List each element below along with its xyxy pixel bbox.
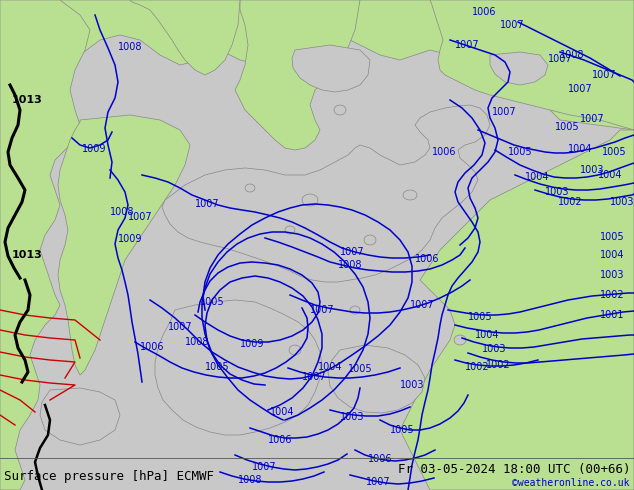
Text: 1013: 1013 (12, 95, 42, 105)
Text: 1002: 1002 (486, 360, 510, 370)
Polygon shape (289, 345, 301, 355)
Polygon shape (364, 235, 376, 245)
Text: 1005: 1005 (390, 425, 415, 435)
Polygon shape (400, 0, 634, 490)
Text: 1003: 1003 (400, 380, 425, 390)
Text: 1005: 1005 (602, 147, 626, 157)
Polygon shape (328, 345, 425, 413)
Polygon shape (162, 105, 490, 282)
Text: 1007: 1007 (310, 305, 335, 315)
Text: 1007: 1007 (580, 114, 605, 124)
Text: 1005: 1005 (555, 122, 579, 132)
Text: 1006: 1006 (472, 7, 496, 17)
Polygon shape (430, 0, 634, 130)
Polygon shape (0, 0, 90, 490)
Text: 1007: 1007 (500, 20, 524, 30)
Text: 1002: 1002 (465, 362, 489, 372)
Text: 1008: 1008 (110, 207, 134, 217)
Text: 1013: 1013 (12, 250, 42, 260)
Text: 1001: 1001 (600, 310, 624, 320)
Text: ©weatheronline.co.uk: ©weatheronline.co.uk (512, 478, 630, 488)
Polygon shape (490, 52, 548, 85)
Text: 1005: 1005 (348, 364, 373, 374)
Text: 1009: 1009 (118, 234, 143, 244)
Text: 1007: 1007 (455, 40, 480, 50)
Text: 1007: 1007 (366, 477, 391, 487)
Text: 1005: 1005 (600, 232, 624, 242)
Polygon shape (130, 0, 240, 75)
Polygon shape (350, 306, 360, 314)
Text: 1004: 1004 (525, 172, 550, 182)
Polygon shape (302, 194, 318, 206)
Text: 1008: 1008 (560, 50, 585, 60)
Polygon shape (40, 388, 120, 445)
Text: 1004: 1004 (270, 407, 295, 417)
Polygon shape (292, 45, 370, 92)
Text: 1007: 1007 (128, 212, 153, 222)
Polygon shape (285, 226, 295, 234)
Text: 1002: 1002 (600, 290, 624, 300)
Text: 1003: 1003 (340, 412, 365, 422)
Text: 1006: 1006 (368, 454, 392, 464)
Text: 1004: 1004 (318, 362, 342, 372)
Text: 1007: 1007 (168, 322, 193, 332)
Polygon shape (0, 0, 634, 130)
Text: 1005: 1005 (205, 362, 230, 372)
Text: 1008: 1008 (118, 42, 143, 52)
Text: Fr 03-05-2024 18:00 UTC (00+66): Fr 03-05-2024 18:00 UTC (00+66) (398, 463, 630, 476)
Text: 1004: 1004 (600, 250, 624, 260)
Text: 1007: 1007 (492, 107, 517, 117)
Text: 1007: 1007 (410, 300, 435, 310)
Text: 1007: 1007 (252, 462, 276, 472)
Polygon shape (334, 105, 346, 115)
Text: 1005: 1005 (508, 147, 533, 157)
Polygon shape (58, 115, 190, 375)
Text: 1004: 1004 (568, 144, 593, 154)
Text: 1003: 1003 (482, 344, 507, 354)
Polygon shape (403, 190, 417, 200)
Text: Surface pressure [hPa] ECMWF: Surface pressure [hPa] ECMWF (4, 470, 214, 483)
Text: 1002: 1002 (558, 197, 583, 207)
Text: 1004: 1004 (598, 170, 623, 180)
Text: 1007: 1007 (592, 70, 617, 80)
Text: 1004: 1004 (475, 330, 500, 340)
Text: 1007: 1007 (568, 84, 593, 94)
Text: 1009: 1009 (240, 339, 264, 349)
Polygon shape (235, 0, 360, 150)
Text: 1007: 1007 (302, 372, 327, 382)
Text: 1006: 1006 (140, 342, 164, 352)
Text: 1007: 1007 (340, 247, 365, 257)
Polygon shape (155, 300, 322, 435)
Text: 1009: 1009 (82, 144, 107, 154)
Text: 1006: 1006 (415, 254, 439, 264)
Text: 1003: 1003 (580, 165, 604, 175)
Text: 1005: 1005 (468, 312, 493, 322)
Text: 1003: 1003 (545, 187, 569, 197)
Polygon shape (454, 335, 466, 345)
Text: 1008: 1008 (238, 475, 262, 485)
Polygon shape (245, 184, 255, 192)
Text: 1007: 1007 (548, 54, 573, 64)
Text: 1007: 1007 (195, 199, 219, 209)
Text: 1008: 1008 (185, 337, 209, 347)
Text: 1005: 1005 (200, 297, 224, 307)
Text: 1003: 1003 (610, 197, 634, 207)
Text: 1008: 1008 (338, 260, 363, 270)
Text: 1006: 1006 (432, 147, 456, 157)
Text: 1006: 1006 (268, 435, 292, 445)
Text: 1003: 1003 (600, 270, 624, 280)
